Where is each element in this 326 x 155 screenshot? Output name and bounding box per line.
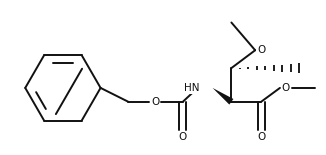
Text: O: O — [179, 133, 187, 142]
Polygon shape — [213, 88, 233, 105]
Text: O: O — [151, 97, 159, 107]
Text: HN: HN — [184, 83, 200, 93]
Text: O: O — [282, 83, 290, 93]
Text: O: O — [257, 45, 265, 55]
Text: O: O — [257, 133, 265, 142]
